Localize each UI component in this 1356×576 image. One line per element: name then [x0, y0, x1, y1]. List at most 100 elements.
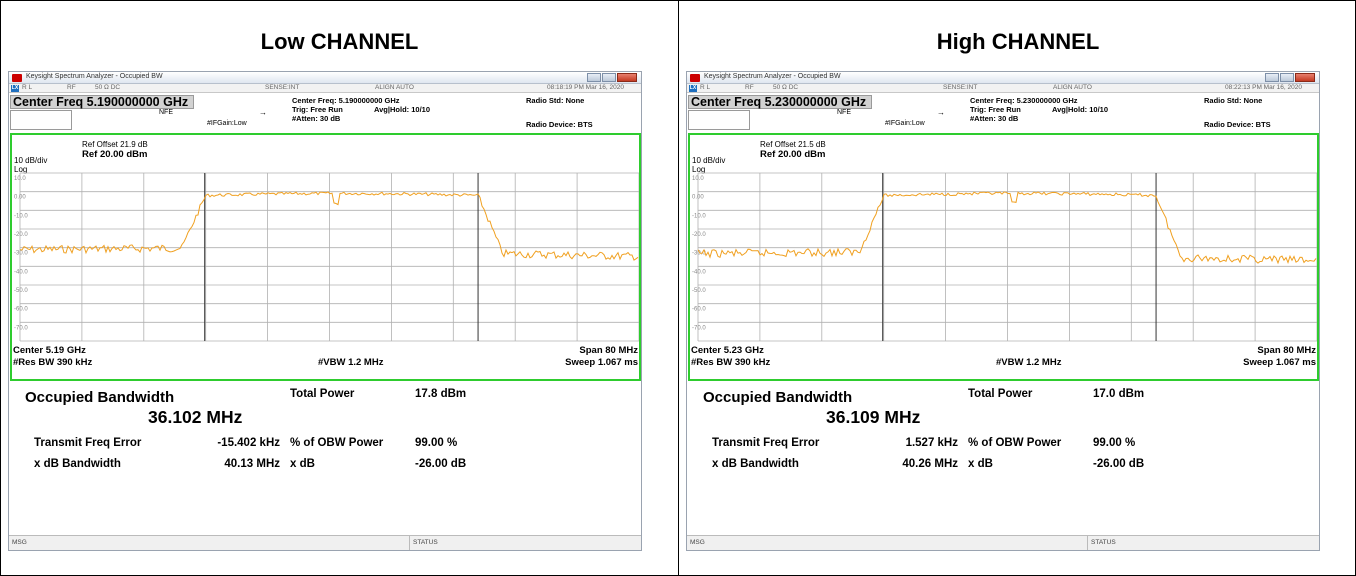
radio-device-info: Radio Device: BTS [526, 120, 593, 129]
y-tick-label: 0.00 [692, 195, 704, 201]
center-freq-softkey[interactable]: Center Freq 5.230000000 GHz [688, 95, 872, 109]
obw-power-value: 99.00 % [1093, 437, 1136, 449]
rl-indicator: R L [700, 84, 711, 91]
occupied-bw-label: Occupied Bandwidth [703, 389, 853, 406]
total-power-label: Total Power [290, 388, 355, 400]
total-power-label: Total Power [968, 388, 1033, 400]
lxi-icon: LX [11, 85, 19, 92]
minimize-button[interactable] [587, 73, 601, 82]
align-indicator: ALIGN AUTO [375, 84, 414, 91]
radio-device-info: Radio Device: BTS [1204, 120, 1271, 129]
sense-indicator: SENSE:INT [943, 84, 978, 91]
input-arrow-icon: → [259, 108, 267, 117]
y-tick-label: 10.0 [692, 176, 704, 182]
sense-indicator: SENSE:INT [265, 84, 300, 91]
center-freq-readout: Center 5.19 GHz [13, 345, 86, 356]
center-freq-readout: Center 5.23 GHz [691, 345, 764, 356]
spectrum-plot: Ref Offset 21.5 dB 10 dB/div Ref 20.00 d… [688, 133, 1319, 381]
xdb-label: x dB [290, 458, 315, 470]
y-tick-label: -60.0 [14, 307, 28, 313]
res-bw-readout: #Res BW 390 kHz [691, 357, 771, 368]
obw-power-value: 99.00 % [415, 437, 458, 449]
transmit-freq-error-value: 1.527 kHz [905, 437, 958, 449]
close-button[interactable] [1295, 73, 1315, 82]
column-heading: Low CHANNEL [260, 29, 419, 54]
nfe-label: NFE [159, 109, 173, 116]
status-label: STATUS [1087, 536, 1119, 550]
y-tick-label: -40.0 [14, 269, 28, 275]
y-tick-label: -50.0 [14, 288, 28, 294]
total-power-value: 17.8 dBm [415, 388, 467, 400]
y-tick-label: -10.0 [14, 213, 28, 219]
xdb-value: -26.00 dB [415, 458, 467, 470]
transmit-freq-error-label: Transmit Freq Error [712, 437, 820, 449]
close-button[interactable] [617, 73, 637, 82]
center-freq-entry[interactable] [688, 110, 750, 130]
spectrum-plot: Ref Offset 21.9 dB 10 dB/div Ref 20.00 d… [10, 133, 641, 381]
maximize-button[interactable] [602, 73, 616, 82]
impedance-indicator: 50 Ω DC [95, 84, 121, 91]
xdb-label: x dB [968, 458, 993, 470]
total-power-value: 17.0 dBm [1093, 388, 1145, 400]
avg-hold-info: Avg|Hold: 10/10 [374, 105, 431, 114]
ref-level: Ref 20.00 dBm [82, 149, 148, 160]
radio-std-info: Radio Std: None [526, 96, 585, 105]
msg-label: MSG [690, 539, 705, 546]
transmit-freq-error-value: -15.402 kHz [217, 437, 280, 449]
trigger-info: Trig: Free Run [292, 105, 343, 114]
y-tick-label: 10.0 [14, 176, 26, 182]
y-tick-label: -20.0 [14, 232, 28, 238]
window-titlebar: Keysight Spectrum Analyzer - Occupied BW [687, 72, 1319, 84]
xdb-bandwidth-value: 40.13 MHz [224, 458, 280, 470]
y-tick-label: -60.0 [692, 307, 706, 313]
keysight-logo-icon [690, 74, 700, 82]
results-pane: Occupied Bandwidth 36.102 MHz Total Powe… [10, 383, 641, 533]
minimize-button[interactable] [1265, 73, 1279, 82]
y-tick-label: -40.0 [692, 269, 706, 275]
obw-power-label: % of OBW Power [290, 437, 384, 449]
y-tick-label: 0.00 [14, 195, 26, 201]
message-bar: MSG STATUS [9, 535, 641, 550]
window-titlebar: Keysight Spectrum Analyzer - Occupied BW [9, 72, 641, 84]
spectrum-graticule: 10.0 0.00 -10.0 -20.0 -30.0 -40.0 -50.0 -60.0 -7… [692, 172, 1317, 342]
center-freq-info: Center Freq: 5.190000000 GHz [292, 96, 400, 105]
y-tick-label: -30.0 [14, 251, 28, 257]
measurement-header: Center Freq 5.230000000 GHz NFE #IFGain:… [687, 93, 1319, 133]
y-tick-label: -20.0 [692, 232, 706, 238]
xdb-bandwidth-value: 40.26 MHz [902, 458, 958, 470]
sweep-readout: Sweep 1.067 ms [1243, 357, 1316, 368]
ref-offset: Ref Offset 21.9 dB [82, 140, 148, 149]
ref-level: Ref 20.00 dBm [760, 149, 826, 160]
vbw-readout: #VBW 1.2 MHz [996, 357, 1062, 368]
xdb-value: -26.00 dB [1093, 458, 1145, 470]
atten-info: #Atten: 30 dB [292, 114, 341, 123]
occupied-bw-label: Occupied Bandwidth [25, 389, 175, 406]
timestamp: 08:18:19 PM Mar 16, 2020 [547, 84, 624, 91]
lxi-icon: LX [689, 85, 697, 92]
window-title: Keysight Spectrum Analyzer - Occupied BW [704, 73, 841, 80]
maximize-button[interactable] [1280, 73, 1294, 82]
impedance-indicator: 50 Ω DC [773, 84, 799, 91]
avg-hold-info: Avg|Hold: 10/10 [1052, 105, 1109, 114]
center-freq-softkey[interactable]: Center Freq 5.190000000 GHz [10, 95, 194, 109]
center-freq-entry[interactable] [10, 110, 72, 130]
obw-power-label: % of OBW Power [968, 437, 1062, 449]
measurement-header: Center Freq 5.190000000 GHz NFE #IFGain:… [9, 93, 641, 133]
low-channel-column: Low CHANNEL Keysight Spectrum Analyzer -… [1, 1, 679, 576]
ifgain-label: #IFGain:Low [207, 120, 247, 127]
scale-per-div: 10 dB/div [14, 156, 48, 165]
center-freq-info: Center Freq: 5.230000000 GHz [970, 96, 1078, 105]
radio-std-info: Radio Std: None [1204, 96, 1263, 105]
scale-per-div: 10 dB/div [692, 156, 726, 165]
rf-indicator: RF [745, 84, 754, 91]
ifgain-label: #IFGain:Low [885, 120, 925, 127]
y-tick-label: -50.0 [692, 288, 706, 294]
window-controls [587, 73, 637, 83]
message-bar: MSG STATUS [687, 535, 1319, 550]
spectrum-trace [19, 191, 639, 261]
log-label: Log [14, 165, 28, 174]
spectrum-analyzer-window: Keysight Spectrum Analyzer - Occupied BW… [686, 71, 1320, 551]
res-bw-readout: #Res BW 390 kHz [13, 357, 93, 368]
trigger-info: Trig: Free Run [970, 105, 1021, 114]
align-indicator: ALIGN AUTO [1053, 84, 1092, 91]
